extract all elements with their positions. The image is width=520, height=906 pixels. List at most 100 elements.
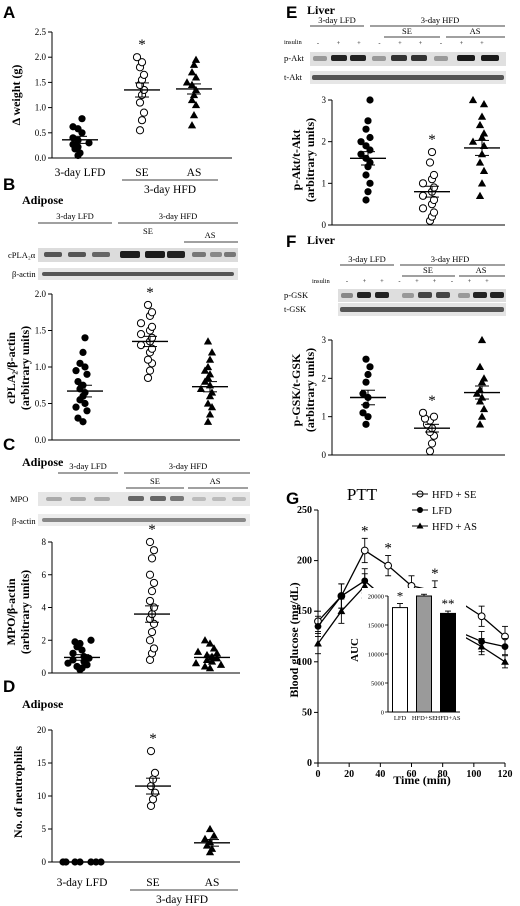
panel-c-blot-header-lfd: 3-day LFD <box>69 461 107 471</box>
panel-c-point <box>80 653 88 661</box>
panel-e-point <box>357 138 365 146</box>
panel-b-blot-sub-se: SE <box>143 226 153 236</box>
panel-b-point <box>203 373 213 382</box>
panel-c-blot-bands-2 <box>42 518 246 522</box>
panel-g-point <box>337 607 346 615</box>
panel-c-point <box>200 636 210 644</box>
panel-d: D Adipose No. of neutrophils 0 5 10 15 20 * 3… <box>3 677 240 906</box>
panel-e-point <box>429 208 439 217</box>
panel-a-point <box>182 78 192 86</box>
panel-b-point <box>205 355 215 363</box>
panel-d-point <box>146 801 156 811</box>
panel-f-point <box>429 412 439 421</box>
panel-c-y-tick-label: 4 <box>42 603 47 613</box>
panel-b-tissue: Adipose <box>22 193 64 207</box>
panel-d-y-tick-label: 15 <box>37 758 47 768</box>
panel-e-letter: E <box>286 3 297 22</box>
panel-e-point <box>429 183 439 192</box>
panel-c-point <box>191 659 201 667</box>
panel-e-point <box>425 158 435 167</box>
panel-b-point <box>136 341 146 350</box>
inset-bar <box>416 595 432 713</box>
panel-c-blot-row-2: β-actin <box>12 516 36 526</box>
panel-a-point <box>137 116 147 125</box>
panel-e-point <box>477 133 487 141</box>
inset-bar <box>392 607 408 713</box>
panel-e-point <box>429 195 439 205</box>
panel-c-point <box>69 649 77 657</box>
panel-e-blot-bands-1 <box>313 55 499 61</box>
panel-f: F Liver 3-day LFD 3-day HFD SE AS insuli… <box>284 232 506 460</box>
panel-c-point <box>145 596 155 606</box>
inset-category-label: HFD+SE <box>412 715 436 722</box>
panel-a-cat-lfd: 3-day LFD <box>55 167 106 179</box>
panel-b-y-tick-label: 0.5 <box>35 399 47 409</box>
panel-g-title: PTT <box>347 485 378 504</box>
insulin-sign: - <box>346 278 348 285</box>
panel-b-point <box>203 362 213 371</box>
panel-c-point <box>87 636 95 644</box>
panel-e-point <box>475 158 485 166</box>
panel-f-plot: 0 1 2 3 * <box>322 335 505 460</box>
panel-b-point <box>200 366 210 374</box>
panel-c-y-tick-label: 8 <box>42 537 47 547</box>
panel-c-point <box>149 546 159 555</box>
panel-d-cat-lfd: 3-day LFD <box>57 877 108 889</box>
panel-g-significance: * <box>431 566 439 582</box>
inset-bar <box>440 612 456 713</box>
panel-g-point <box>337 592 345 600</box>
panel-a-group-label: 3-day HFD <box>144 184 196 196</box>
panel-f-blot-bands-1 <box>341 292 504 298</box>
panel-a-point <box>191 55 201 63</box>
panel-f-point <box>475 420 485 428</box>
panel-g-x-tick-label: 60 <box>407 769 417 780</box>
panel-f-point <box>479 374 489 382</box>
panel-g-significance: * <box>384 541 392 557</box>
panel-b-blot-header-lfd: 3-day LFD <box>56 211 94 221</box>
panel-b-point <box>83 407 91 415</box>
panel-c-plot: 0 2 4 6 8 * <box>42 522 240 678</box>
panel-d-y-tick-label: 20 <box>37 725 47 735</box>
insulin-sign: + <box>433 278 437 285</box>
panel-d-y-tick-label: 0 <box>42 857 47 867</box>
panel-a-point <box>135 98 145 107</box>
panel-b-point <box>203 417 213 425</box>
panel-d-point <box>200 834 210 843</box>
panel-f-ylabel2: (arbitrary units) <box>303 348 317 432</box>
panel-e-point <box>479 100 489 108</box>
panel-e-blot-bands-2 <box>312 75 504 80</box>
panel-e-y-tick-label: 1 <box>322 178 327 188</box>
panel-e-point <box>362 171 370 179</box>
panel-f-point <box>475 397 485 405</box>
panel-g-point <box>360 546 369 555</box>
panel-b-point <box>205 410 215 418</box>
insulin-sign: - <box>317 40 319 47</box>
insulin-sign: + <box>337 40 341 47</box>
panel-e-y-tick-label: 2 <box>322 137 327 147</box>
panel-e-point <box>366 179 374 187</box>
panel-f-ylabel: p-GSK/t-GSK <box>289 353 303 426</box>
panel-c-blot-bands-1 <box>46 496 246 501</box>
legend-label-se: HFD + SE <box>432 490 476 501</box>
insulin-sign: - <box>378 40 380 47</box>
panel-e-point <box>362 196 370 204</box>
panel-b-point <box>83 370 91 378</box>
inset-y-tick-label: 10000 <box>368 652 384 659</box>
panel-a-point <box>189 111 199 119</box>
panel-d-ylabel: No. of neutrophils <box>11 746 25 838</box>
panel-b-point <box>203 337 213 345</box>
panel-b-point <box>205 392 215 400</box>
panel-f-blot-header-lfd: 3-day LFD <box>348 254 386 264</box>
panel-g-y-tick-label: 100 <box>297 657 312 668</box>
panel-a-point <box>187 68 197 76</box>
panel-g-inset: AUC 0 5000 10000 15000 20000 LFD * HFD+SE HFD+AS… <box>349 588 466 722</box>
panel-f-y-tick-label: 3 <box>322 335 327 345</box>
panel-e-y-tick-label: 0 <box>322 220 327 230</box>
panel-b-blot-sub-as: AS <box>205 230 216 240</box>
panel-b-point <box>147 322 157 331</box>
panel-b-point <box>76 359 84 367</box>
panel-a-cat-as: AS <box>187 167 202 179</box>
panel-b-point <box>143 373 153 383</box>
panel-d-group-label: 3-day HFD <box>156 894 208 906</box>
panel-a-point <box>139 70 149 79</box>
